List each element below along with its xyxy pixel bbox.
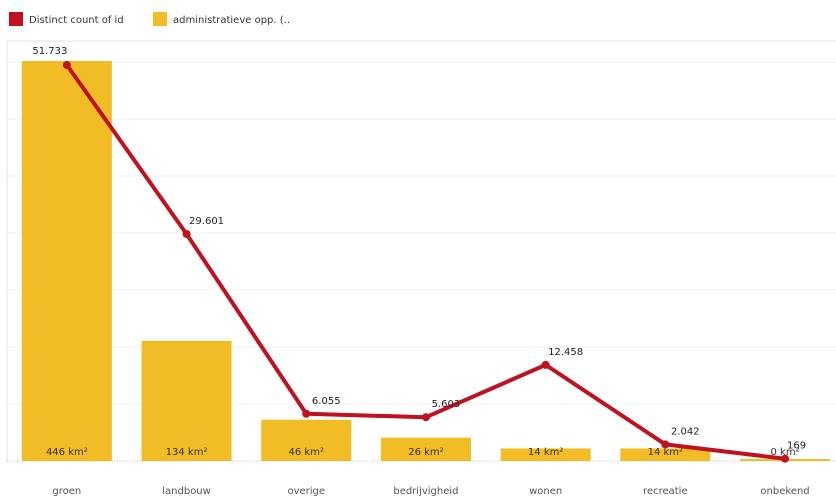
x-tick-overige: overige — [287, 486, 325, 497]
bar-labels: 446 km² 134 km² 46 km² 26 km² 14 km² 14 km² 0 … — [46, 447, 800, 458]
legend-swatch-0[interactable] — [9, 12, 23, 26]
bar-label-landbouw: 134 km² — [166, 447, 208, 458]
bar-bedrijvigheid[interactable] — [380, 437, 471, 461]
x-axis: groen landbouw overige bedrijvigheid wonen re… — [52, 486, 809, 497]
bar-label-bedrijvigheid: 26 km² — [408, 447, 443, 458]
line-point-wonen[interactable] — [541, 360, 550, 369]
bar-label-overige: 46 km² — [289, 447, 324, 458]
bar-label-recreatie: 14 km² — [648, 447, 683, 458]
line-labels: 51.733 29.601 6.055 5.603 12.458 2.042 169 — [32, 46, 806, 452]
bar-groen[interactable] — [21, 61, 112, 461]
x-tick-groen: groen — [52, 486, 81, 497]
bar-landbouw[interactable] — [141, 340, 232, 461]
bar-label-wonen: 14 km² — [528, 447, 563, 458]
line-point-groen[interactable] — [62, 61, 71, 69]
line-label-landbouw: 29.601 — [189, 216, 224, 227]
legend-swatch-1[interactable] — [153, 12, 167, 26]
x-tick-landbouw: landbouw — [162, 486, 211, 497]
line-series — [62, 61, 790, 463]
line-point-overige[interactable] — [302, 409, 311, 418]
plot-frame — [6, 40, 836, 461]
bars — [21, 61, 831, 461]
line-point-onbekend[interactable] — [781, 454, 790, 463]
line-point-recreatie[interactable] — [661, 440, 670, 449]
line-label-groen: 51.733 — [32, 46, 67, 57]
legend-label-0[interactable]: Distinct count of id — [29, 15, 124, 26]
legend-label-1[interactable]: administratieve opp. (.. — [173, 15, 290, 26]
bar-label-onbekend: 0 km² — [771, 447, 800, 458]
grid — [7, 61, 836, 462]
line-label-recreatie: 2.042 — [671, 426, 700, 437]
x-tick-onbekend: onbekend — [760, 486, 809, 497]
x-tick-recreatie: recreatie — [643, 486, 688, 497]
x-tick-bedrijvigheid: bedrijvigheid — [393, 486, 458, 497]
bar-recreatie[interactable] — [620, 448, 711, 461]
line-label-onbekend: 169 — [787, 441, 806, 452]
line-label-wonen: 12.458 — [548, 347, 583, 358]
line-point-landbouw[interactable] — [182, 229, 191, 238]
bar-wonen[interactable] — [500, 448, 591, 461]
bar-overige[interactable] — [261, 419, 352, 461]
line-label-overige: 6.055 — [312, 396, 341, 407]
bar-label-groen: 446 km² — [46, 447, 88, 458]
legend: Distinct count of id administratieve opp.… — [9, 12, 290, 26]
x-tick-wonen: wonen — [529, 486, 562, 497]
line-label-bedrijvigheid: 5.603 — [432, 399, 461, 410]
line-point-bedrijvigheid[interactable] — [421, 413, 430, 422]
